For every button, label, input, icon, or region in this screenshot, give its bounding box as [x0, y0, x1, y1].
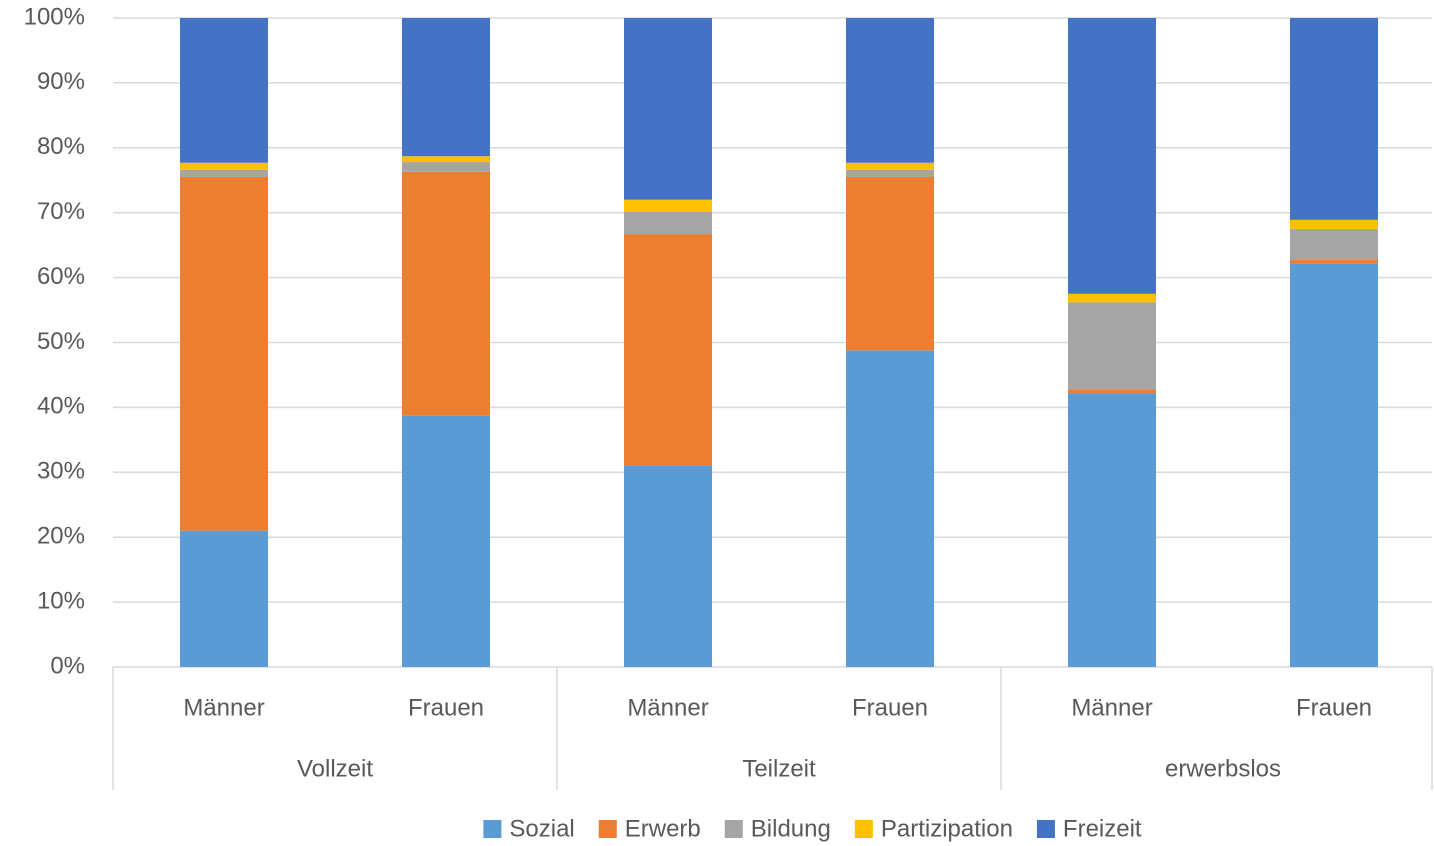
bar-segment: [180, 18, 268, 163]
bar-segment: [402, 415, 490, 667]
bar-segment: [1068, 393, 1156, 667]
y-tick-label: 20%: [37, 523, 85, 550]
bar-segment: [1068, 293, 1156, 303]
y-tick-label: 0%: [50, 652, 85, 679]
bar-segment: [1290, 228, 1378, 261]
y-tick-label: 70%: [37, 198, 85, 225]
bar-segment: [1068, 18, 1156, 294]
bar-segment: [1290, 260, 1378, 264]
legend-swatch: [854, 820, 873, 838]
bar-segment: [846, 177, 934, 351]
legend-swatch: [598, 820, 617, 838]
bar-segment: [402, 156, 490, 163]
bar-segment: [180, 169, 268, 178]
group-label: erwerbslos: [1165, 755, 1281, 782]
y-tick-label: 10%: [37, 587, 85, 614]
bar-segment: [846, 162, 934, 170]
y-tick-label: 80%: [37, 133, 85, 160]
y-tick-label: 40%: [37, 393, 85, 420]
y-tick-label: 60%: [37, 263, 85, 290]
legend-label: Freizeit: [1063, 815, 1142, 842]
legend-label: Sozial: [509, 815, 574, 842]
bar-segment: [624, 18, 712, 200]
bar-segment: [402, 18, 490, 157]
bar-segment: [624, 465, 712, 667]
y-tick-label: 30%: [37, 458, 85, 485]
y-tick-label: 90%: [37, 68, 85, 95]
x-tick-label: Frauen: [408, 694, 484, 721]
group-label: Vollzeit: [297, 755, 373, 782]
bar-segment: [402, 171, 490, 416]
bar-segment: [1290, 219, 1378, 229]
group-label: Teilzeit: [742, 755, 816, 782]
x-tick-label: Frauen: [1296, 694, 1372, 721]
bar-segment: [624, 212, 712, 235]
bar-segment: [402, 162, 490, 172]
bar-segment: [1290, 18, 1378, 220]
bar-segment: [1068, 302, 1156, 390]
bar-segment: [846, 350, 934, 667]
legend-swatch: [724, 820, 743, 838]
legend-label: Erwerb: [625, 815, 701, 842]
bar-segment: [180, 162, 268, 170]
x-tick-label: Männer: [1071, 694, 1152, 721]
bar-segment: [846, 169, 934, 178]
legend-swatch: [483, 820, 502, 838]
bar-segment: [624, 199, 712, 213]
bar-segment: [1068, 389, 1156, 394]
bar-segment: [624, 234, 712, 466]
bar-segment: [180, 530, 268, 667]
legend-swatch: [1036, 820, 1055, 838]
x-tick-label: Männer: [627, 694, 708, 721]
y-tick-label: 100%: [24, 3, 85, 30]
y-tick-label: 50%: [37, 328, 85, 355]
bar-segment: [1290, 263, 1378, 667]
legend-label: Partizipation: [881, 815, 1013, 842]
legend-label: Bildung: [751, 815, 831, 842]
bar-segment: [846, 18, 934, 163]
x-tick-label: Männer: [183, 694, 264, 721]
bar-segment: [180, 177, 268, 531]
x-tick-label: Frauen: [852, 694, 928, 721]
